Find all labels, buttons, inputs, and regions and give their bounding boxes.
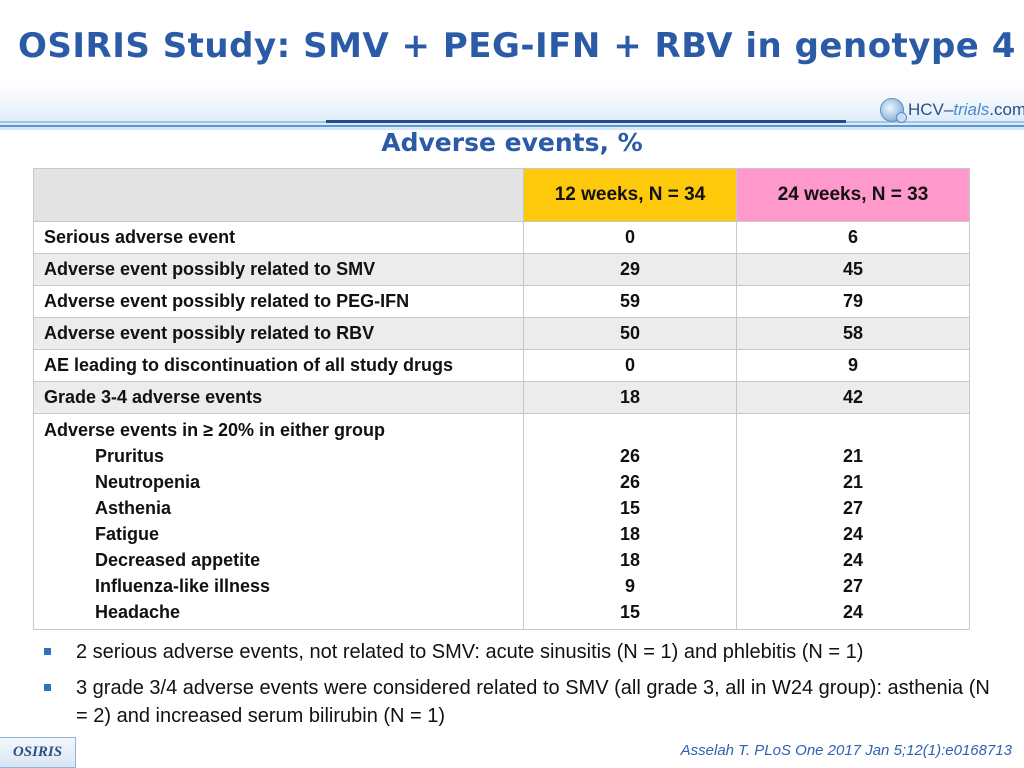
value-12-weeks: 50: [523, 317, 737, 350]
citation: Asselah T. PLoS One 2017 Jan 5;12(1):e01…: [680, 742, 1012, 759]
logo-suffix: .com: [989, 100, 1024, 119]
slide-title: OSIRIS Study: SMV + PEG-IFN + RBV in gen…: [18, 26, 1016, 66]
row-label: AE leading to discontinuation of all stu…: [33, 349, 524, 382]
table-row: Adverse event possibly related to RBV 50…: [33, 317, 970, 350]
value-24-weeks: 24: [842, 550, 864, 570]
hcv-trials-logo: HCV–trials.com: [880, 96, 1024, 124]
value-12-weeks: 18: [619, 524, 641, 544]
adverse-events-table: 12 weeks, N = 34 24 weeks, N = 33 Seriou…: [33, 168, 970, 630]
row-label: Serious adverse event: [33, 221, 524, 254]
value-24-weeks: 6: [736, 221, 970, 254]
row-label: Adverse event possibly related to PEG-IF…: [33, 285, 524, 318]
logo-middle: trials: [953, 100, 990, 119]
value-24-weeks: 21: [842, 472, 864, 492]
grouped-values-12-weeks: 26 26 15 18 18 9 15: [523, 413, 737, 630]
value-24-weeks: 42: [736, 381, 970, 414]
sub-row-label: Influenza-like illness: [95, 576, 271, 596]
header-blank-cell: [33, 168, 524, 222]
value-24-weeks: 9: [736, 349, 970, 382]
header-12-weeks: 12 weeks, N = 34: [523, 168, 737, 222]
table-row: Adverse event possibly related to PEG-IF…: [33, 285, 970, 318]
table-row: Adverse event possibly related to SMV 29…: [33, 253, 970, 286]
grouped-values-24-weeks: 21 21 27 24 24 27 24: [736, 413, 970, 630]
value-24-weeks: 24: [842, 602, 864, 622]
header-24-weeks: 24 weeks, N = 33: [736, 168, 970, 222]
row-label: Grade 3-4 adverse events: [33, 381, 524, 414]
value-12-weeks: 18: [523, 381, 737, 414]
value-12-weeks: 18: [619, 550, 641, 570]
list-item: 2 serious adverse events, not related to…: [40, 638, 1000, 666]
header-rule-lower: [0, 125, 1024, 127]
value-24-weeks: 27: [842, 576, 864, 596]
value-24-weeks: 58: [736, 317, 970, 350]
sub-row-label: Headache: [95, 602, 181, 622]
value-12-weeks: 29: [523, 253, 737, 286]
notes-list: 2 serious adverse events, not related to…: [40, 638, 1000, 738]
group-label: Adverse events in ≥ 20% in either group: [44, 420, 385, 440]
logo-text: HCV–trials.com: [908, 100, 1024, 120]
square-bullet-icon: [44, 684, 51, 691]
table-row: AE leading to discontinuation of all stu…: [33, 349, 970, 382]
magnifier-logo-icon: [880, 98, 907, 123]
value-24-weeks: 24: [842, 524, 864, 544]
value-24-weeks: 27: [842, 498, 864, 518]
note-text: 2 serious adverse events, not related to…: [76, 641, 864, 663]
sub-row-label: Asthenia: [95, 498, 172, 518]
value-12-weeks: 0: [523, 221, 737, 254]
value-24-weeks: 21: [842, 446, 864, 466]
note-text: 3 grade 3/4 adverse events were consider…: [76, 677, 990, 727]
row-label: Adverse event possibly related to RBV: [33, 317, 524, 350]
list-item: 3 grade 3/4 adverse events were consider…: [40, 674, 1000, 730]
sub-row-label: Pruritus: [95, 446, 165, 466]
table-heading: Adverse events, %: [381, 128, 643, 157]
value-24-weeks: 79: [736, 285, 970, 318]
square-bullet-icon: [44, 648, 51, 655]
table-row-grouped: Adverse events in ≥ 20% in either group …: [33, 413, 970, 630]
table-row: Grade 3-4 adverse events 18 42: [33, 381, 970, 414]
value-12-weeks: 0: [523, 349, 737, 382]
value-24-weeks: 45: [736, 253, 970, 286]
grouped-labels-cell: Adverse events in ≥ 20% in either group …: [33, 413, 524, 630]
header-band: [0, 84, 1024, 130]
sub-row-label: Fatigue: [95, 524, 160, 544]
sub-row-label: Decreased appetite: [95, 550, 261, 570]
value-12-weeks: 15: [619, 498, 641, 518]
value-12-weeks: 15: [619, 602, 641, 622]
value-12-weeks: 9: [624, 576, 635, 596]
row-label: Adverse event possibly related to SMV: [33, 253, 524, 286]
table-row: Serious adverse event 0 6: [33, 221, 970, 254]
value-12-weeks: 59: [523, 285, 737, 318]
value-12-weeks: 26: [619, 472, 641, 492]
study-badge: OSIRIS: [0, 737, 76, 768]
sub-row-label: Neutropenia: [95, 472, 201, 492]
logo-prefix: HCV–: [908, 100, 954, 119]
table-header-row: 12 weeks, N = 34 24 weeks, N = 33: [33, 168, 970, 222]
value-12-weeks: 26: [619, 446, 641, 466]
header-rule-accent: [326, 120, 846, 123]
